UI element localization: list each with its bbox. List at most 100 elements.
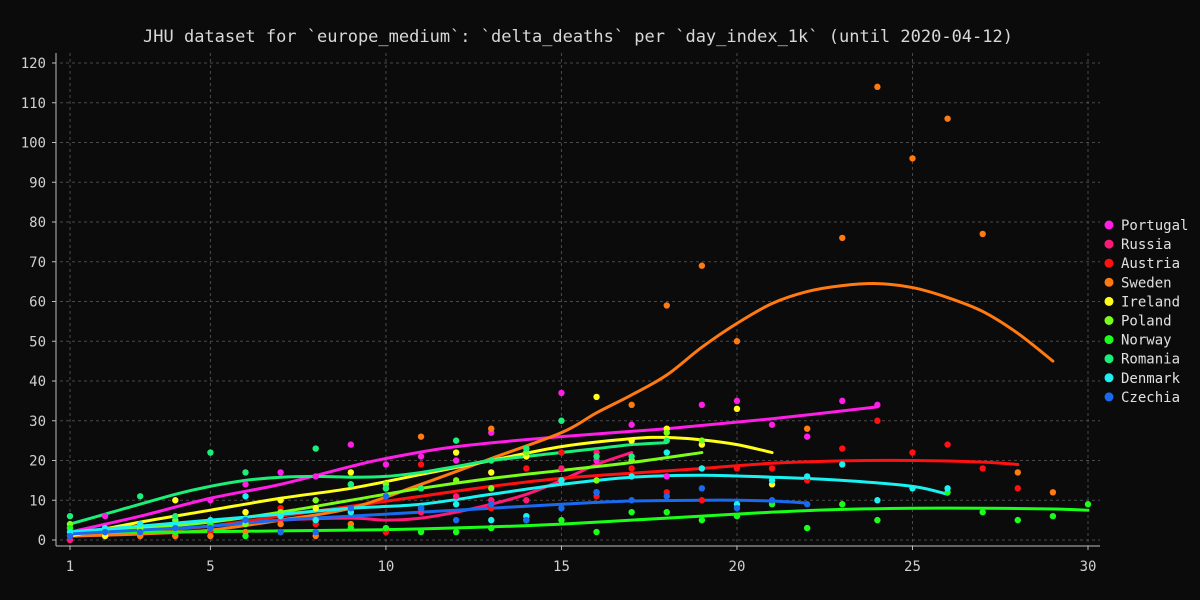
- y-tick-label: 30: [29, 414, 46, 430]
- point-portugal: [382, 461, 390, 468]
- point-czechia: [593, 489, 600, 496]
- legend-label-romania: Romania: [1121, 352, 1180, 368]
- legend-marker-romania: [1104, 354, 1114, 364]
- point-portugal: [417, 453, 425, 460]
- point-sweden: [277, 520, 284, 528]
- point-austria: [909, 449, 916, 456]
- point-czechia: [558, 505, 565, 512]
- point-russia: [558, 465, 565, 472]
- point-sweden: [207, 532, 214, 540]
- point-austria: [944, 441, 951, 448]
- legend-label-denmark: Denmark: [1121, 371, 1181, 387]
- point-austria: [417, 461, 425, 468]
- point-romania: [66, 512, 74, 520]
- point-denmark: [768, 477, 776, 484]
- point-czechia: [733, 505, 741, 512]
- point-norway: [417, 528, 425, 536]
- point-czechia: [803, 501, 811, 508]
- point-denmark: [628, 473, 635, 480]
- legend-label-czechia: Czechia: [1121, 390, 1180, 406]
- point-sweden: [733, 338, 741, 345]
- point-portugal: [628, 421, 635, 428]
- point-ireland: [452, 449, 460, 456]
- point-czechia: [66, 532, 74, 540]
- point-austria: [839, 445, 846, 452]
- point-norway: [733, 512, 741, 520]
- point-poland: [312, 497, 319, 504]
- point-sweden: [663, 302, 670, 309]
- x-tick-label: 5: [206, 559, 214, 575]
- legend-marker-russia: [1104, 239, 1114, 249]
- point-czechia: [312, 528, 319, 536]
- point-portugal: [347, 441, 355, 448]
- point-ireland: [347, 469, 355, 476]
- point-portugal: [768, 421, 776, 428]
- y-tick-label: 70: [29, 255, 46, 271]
- point-norway: [593, 528, 600, 536]
- point-ireland: [242, 508, 249, 516]
- point-sweden: [874, 83, 881, 91]
- point-portugal: [101, 512, 109, 520]
- point-sweden: [909, 155, 916, 162]
- x-tick-label: 10: [378, 559, 395, 575]
- point-czechia: [242, 516, 249, 524]
- x-tick-label: 25: [904, 559, 921, 575]
- point-sweden: [803, 425, 811, 432]
- point-norway: [663, 508, 670, 516]
- legend-marker-czechia: [1104, 392, 1114, 402]
- point-austria: [979, 465, 986, 472]
- legend-marker-portugal: [1104, 220, 1114, 230]
- point-denmark: [207, 516, 214, 524]
- legend-label-austria: Austria: [1121, 256, 1180, 272]
- point-denmark: [277, 512, 284, 520]
- point-poland: [452, 477, 460, 484]
- y-tick-label: 60: [29, 295, 46, 311]
- point-portugal: [839, 397, 846, 405]
- legend-label-poland: Poland: [1121, 314, 1172, 330]
- point-romania: [242, 469, 249, 476]
- point-denmark: [663, 449, 670, 456]
- chart-title: JHU dataset for `europe_medium`: `delta_…: [143, 27, 1013, 47]
- point-sweden: [1049, 489, 1057, 496]
- point-sweden: [417, 433, 425, 440]
- point-denmark: [137, 520, 144, 528]
- point-ireland: [733, 405, 741, 413]
- point-norway: [979, 508, 986, 516]
- point-poland: [698, 437, 706, 444]
- point-czechia: [101, 528, 109, 536]
- point-romania: [488, 457, 495, 464]
- trend-line-portugal: [68, 405, 879, 534]
- point-sweden: [979, 230, 986, 238]
- legend: Portugal Russia Austria Sweden Ireland Poland…: [1104, 218, 1188, 406]
- point-ireland: [488, 469, 495, 476]
- legend-label-ireland: Ireland: [1121, 294, 1180, 310]
- point-portugal: [698, 401, 706, 409]
- point-czechia: [523, 516, 530, 524]
- point-portugal: [874, 401, 881, 409]
- legend-marker-norway: [1104, 335, 1114, 345]
- point-ireland: [593, 393, 600, 401]
- point-romania: [347, 481, 355, 488]
- point-portugal: [803, 433, 811, 440]
- point-ireland: [277, 497, 284, 504]
- point-denmark: [242, 493, 249, 500]
- legend-label-norway: Norway: [1121, 333, 1172, 349]
- legend-marker-poland: [1104, 316, 1114, 325]
- point-denmark: [803, 473, 811, 480]
- point-portugal: [558, 389, 565, 397]
- point-russia: [523, 497, 530, 504]
- point-romania: [628, 453, 635, 460]
- point-norway: [1084, 501, 1092, 508]
- point-czechia: [277, 528, 284, 536]
- point-norway: [839, 501, 846, 508]
- legend-label-russia: Russia: [1121, 237, 1172, 253]
- point-sweden: [488, 425, 495, 432]
- point-austria: [1014, 485, 1021, 492]
- point-portugal: [733, 397, 741, 405]
- point-norway: [874, 516, 881, 524]
- point-romania: [382, 485, 390, 492]
- y-tick-label: 110: [21, 96, 46, 112]
- point-sweden: [944, 115, 951, 122]
- point-denmark: [452, 501, 460, 508]
